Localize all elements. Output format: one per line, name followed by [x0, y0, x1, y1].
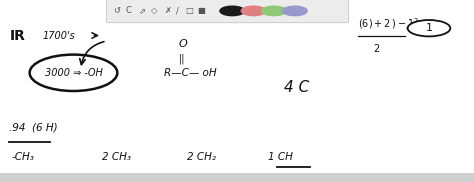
Text: 3000 ⇒ -OH: 3000 ⇒ -OH: [45, 68, 102, 78]
Circle shape: [262, 6, 286, 16]
Text: R—C— oH: R—C— oH: [164, 68, 216, 78]
Bar: [0, 173, 474, 182]
Text: IR: IR: [9, 29, 25, 43]
Circle shape: [220, 6, 245, 16]
Text: 1700's: 1700's: [43, 31, 75, 41]
Text: ⇗: ⇗: [138, 6, 145, 15]
Text: □: □: [186, 6, 193, 15]
Text: 1: 1: [426, 23, 432, 33]
Text: 2 CH₃: 2 CH₃: [102, 152, 131, 161]
Text: /: /: [176, 6, 179, 15]
Text: ■: ■: [197, 6, 205, 15]
FancyBboxPatch shape: [107, 0, 348, 23]
Text: C: C: [126, 6, 132, 15]
Text: 2 CH₂: 2 CH₂: [187, 152, 216, 161]
Text: ↺: ↺: [113, 6, 119, 15]
Text: ✗: ✗: [164, 6, 171, 15]
Text: 2: 2: [374, 44, 380, 54]
Text: ||: ||: [179, 54, 186, 64]
Text: 4 C: 4 C: [284, 80, 310, 95]
Text: -CH₃: -CH₃: [12, 152, 35, 161]
Text: $\mathit{(6)+2\,)-1^2}$: $\mathit{(6)+2\,)-1^2}$: [358, 16, 419, 31]
Text: 1 CH: 1 CH: [268, 152, 292, 161]
Text: ◇: ◇: [151, 6, 158, 15]
Circle shape: [408, 20, 450, 36]
Text: O: O: [178, 39, 187, 49]
Circle shape: [241, 6, 266, 16]
Circle shape: [283, 6, 307, 16]
Text: .94  (6 H): .94 (6 H): [9, 122, 58, 132]
